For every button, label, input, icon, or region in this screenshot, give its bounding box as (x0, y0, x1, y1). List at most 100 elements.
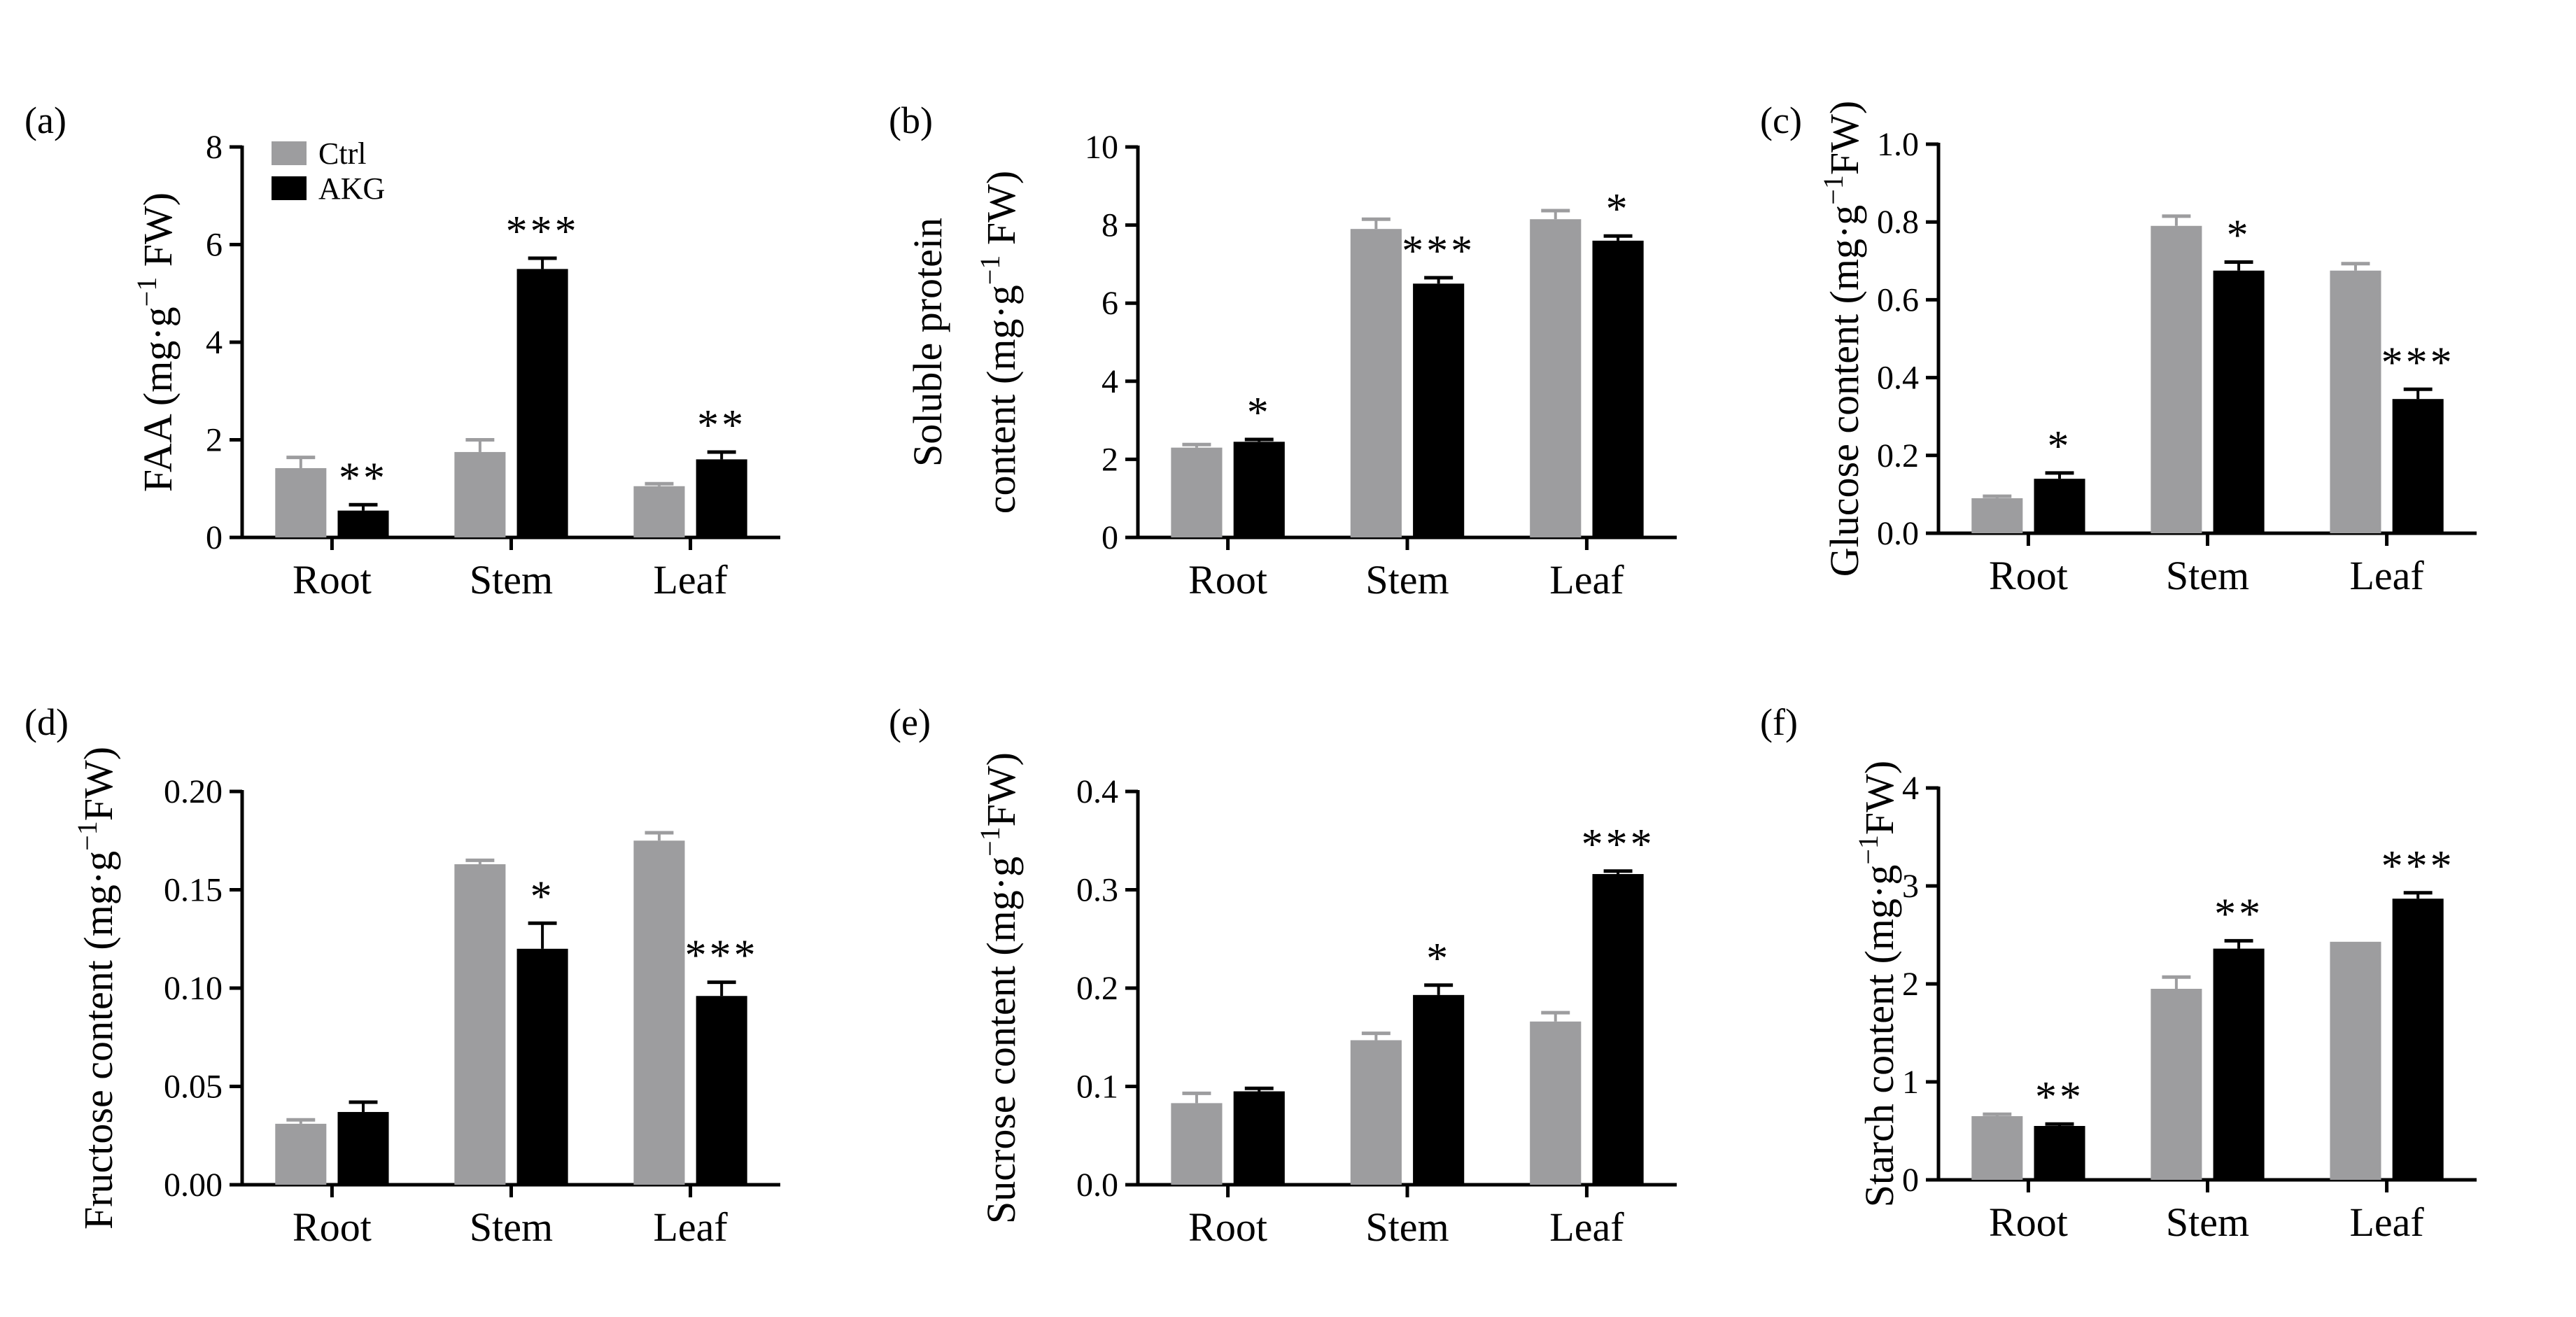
significance-marker: *** (1582, 821, 1655, 868)
y-tick-label: 0.3 (1076, 872, 1118, 909)
bar-ctrl (633, 486, 685, 537)
significance-marker: *** (1402, 227, 1475, 275)
y-tick-label: 0.4 (1076, 773, 1118, 810)
bar-ctrl (1350, 229, 1402, 537)
y-tick-label: 0.8 (1877, 204, 1919, 241)
bar-akg (2034, 479, 2085, 533)
y-tick-label: 3 (1902, 868, 1919, 905)
significance-marker: ** (339, 454, 388, 502)
bar-ctrl (2330, 941, 2381, 1180)
y-axis-label-superscript: −1 (974, 826, 1006, 857)
x-tick-label: Leaf (653, 557, 728, 603)
bar-ctrl (1530, 219, 1582, 537)
x-tick-label: Leaf (1549, 1204, 1624, 1250)
x-tick-label: Root (1989, 553, 2068, 598)
panel-label: (e) (889, 701, 931, 743)
y-tick-label: 0.20 (164, 773, 223, 810)
y-axis-label-superscript: −1 (71, 821, 103, 851)
panel-label: (a) (24, 99, 66, 141)
bar-ctrl (633, 840, 685, 1185)
bar-akg (2213, 948, 2265, 1180)
y-tick-label: 0.1 (1076, 1069, 1118, 1106)
bar-ctrl (2330, 270, 2381, 533)
significance-marker: *** (506, 208, 579, 255)
y-tick-label: 1.0 (1877, 126, 1919, 163)
y-axis-label-line1: Soluble protein (905, 218, 950, 467)
panel-label: (f) (1760, 701, 1798, 743)
legend-label-akg: AKG (318, 171, 385, 206)
y-axis-label-text: Fructose content (mg·g (76, 851, 121, 1230)
x-tick-label: Stem (470, 1204, 553, 1250)
panel-label: (d) (24, 701, 69, 743)
x-tick-label: Leaf (1549, 557, 1624, 603)
bar-ctrl (2151, 225, 2202, 533)
x-tick-label: Root (1188, 557, 1267, 603)
bar-ctrl (1171, 447, 1223, 537)
x-tick-label: Leaf (2349, 553, 2424, 598)
y-tick-label: 0.2 (1877, 437, 1919, 474)
x-tick-label: Stem (470, 557, 553, 603)
x-tick-label: Root (1188, 1204, 1267, 1250)
chart-panel-3: (c) 0.0 0.2 0.4 0.6 0.8 1.0 Root * Stem * Leaf *** Gl… (1760, 99, 2477, 598)
significance-marker: * (2048, 423, 2072, 470)
significance-marker: ** (2035, 1073, 2084, 1121)
bar-akg (2392, 399, 2444, 533)
y-axis-label-text: content (mg·g (978, 285, 1024, 514)
y-axis-label-unit: FW) (978, 171, 1024, 255)
y-tick-label: 4 (1902, 770, 1919, 807)
y-axis-label-unit: FW) (76, 747, 121, 821)
x-tick-label: Leaf (653, 1204, 728, 1250)
y-tick-label: 2 (206, 422, 223, 459)
y-tick-label: 0 (1902, 1162, 1919, 1199)
bar-ctrl (275, 1123, 327, 1185)
bar-ctrl (1530, 1021, 1582, 1185)
y-axis-label-superscript: −1 (974, 255, 1006, 286)
bar-akg (696, 459, 747, 537)
y-axis-label-text: FAA (mg·g (135, 307, 181, 492)
bar-ctrl (275, 467, 327, 537)
bar-akg (1413, 283, 1465, 537)
legend-label-ctrl: Ctrl (318, 136, 366, 171)
y-axis-label-unit: FW) (135, 192, 181, 277)
y-tick-label: 0.0 (1877, 515, 1919, 552)
bar-akg (2213, 270, 2265, 533)
bar-akg (337, 510, 389, 537)
y-tick-label: 0.10 (164, 970, 223, 1007)
significance-marker: * (1426, 935, 1451, 983)
y-axis-label-superscript: −1 (131, 277, 162, 307)
bar-akg (516, 948, 568, 1185)
y-tick-label: 1 (1902, 1064, 1919, 1101)
significance-marker: * (1606, 185, 1631, 233)
chart-panel-2: (b) 0 2 4 6 8 10 Root * Stem *** Leaf * content (mg·g… (889, 99, 1677, 603)
y-tick-label: 0.00 (164, 1167, 223, 1204)
y-tick-label: 0.05 (164, 1069, 223, 1106)
y-tick-label: 0 (1102, 519, 1118, 556)
y-axis-label: content (mg·g−1 FW) (974, 171, 1024, 514)
bar-akg (337, 1112, 389, 1185)
x-tick-label: Leaf (2349, 1199, 2424, 1245)
y-axis-label: Fructose content (mg·g−1FW) (71, 747, 121, 1230)
bar-akg (2034, 1126, 2085, 1180)
y-tick-label: 4 (206, 324, 223, 361)
y-axis-label-superscript: −1 (1817, 175, 1849, 205)
y-tick-label: 8 (1102, 207, 1118, 244)
y-tick-label: 4 (1102, 363, 1118, 400)
y-axis-label: Sucrose content (mg·g−1FW) (974, 752, 1024, 1224)
y-tick-label: 6 (1102, 285, 1118, 322)
y-axis-label-unit: FW) (1857, 761, 1902, 835)
significance-marker: ** (697, 402, 746, 449)
significance-marker: *** (2381, 843, 2455, 890)
y-tick-label: 0.2 (1076, 970, 1118, 1007)
chart-panel-5: (e) 0.0 0.1 0.2 0.3 0.4 Root Stem * Leaf *** Sucros… (889, 701, 1677, 1250)
y-axis-label: Starch content (mg·g−1FW) (1852, 761, 1902, 1208)
significance-marker: *** (2381, 339, 2455, 386)
panel-label: (b) (889, 99, 933, 141)
chart-panel-1: (a) 0 2 4 6 8 Root ** Stem *** Leaf ** FAA (mg·g−1 F… (24, 99, 780, 603)
bar-ctrl (454, 451, 506, 537)
y-tick-label: 0.4 (1877, 360, 1919, 397)
y-axis-label-text: Sucrose content (mg·g (978, 857, 1024, 1224)
y-tick-label: 2 (1102, 441, 1118, 478)
bar-akg (1592, 874, 1644, 1185)
